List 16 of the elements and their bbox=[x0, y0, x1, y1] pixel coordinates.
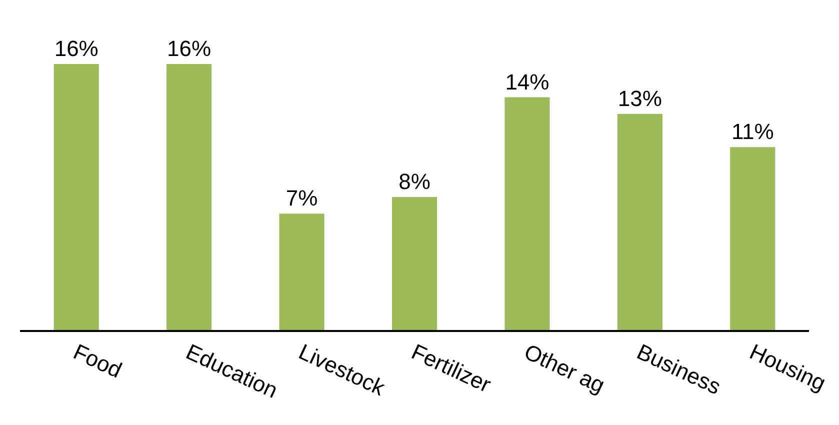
bar bbox=[54, 64, 99, 330]
data-label: 8% bbox=[398, 169, 430, 194]
data-label: 16% bbox=[167, 36, 212, 61]
x-tick-label: Food bbox=[70, 338, 126, 383]
data-label: 11% bbox=[731, 119, 774, 144]
bar bbox=[617, 114, 662, 330]
bar bbox=[392, 197, 438, 330]
bar bbox=[279, 214, 324, 330]
data-label: 16% bbox=[54, 36, 98, 61]
bar bbox=[504, 97, 550, 330]
bar bbox=[166, 64, 212, 330]
data-label: 13% bbox=[618, 86, 662, 111]
bar bbox=[730, 147, 776, 330]
data-label: 7% bbox=[286, 186, 318, 211]
data-label: 14% bbox=[505, 69, 550, 94]
x-tick-label: Other ag bbox=[520, 338, 609, 398]
